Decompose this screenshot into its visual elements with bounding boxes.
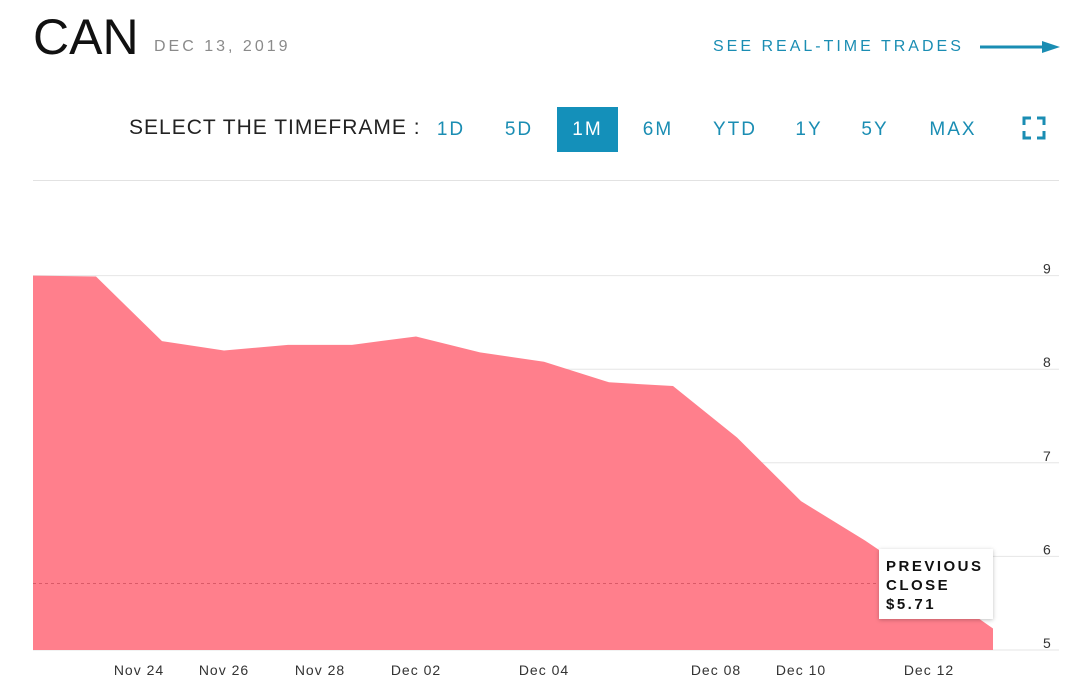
- timeframe-5d-button[interactable]: 5D: [504, 118, 534, 140]
- ticker-symbol: CAN: [33, 9, 139, 65]
- callout-value: $5.71: [886, 596, 937, 613]
- timeframe-1d-button[interactable]: 1D: [436, 118, 466, 140]
- timeframe-1y-button[interactable]: 1Y: [795, 118, 823, 140]
- x-tick-label: Nov 28: [295, 662, 345, 678]
- see-real-time-trades-link[interactable]: SEE REAL-TIME TRADES: [713, 38, 1060, 56]
- x-tick-label: Dec 02: [391, 662, 441, 678]
- timeframe-6m-button[interactable]: 6M: [642, 118, 674, 140]
- timeframe-max-button[interactable]: MAX: [929, 118, 977, 140]
- timeframe-1m-button[interactable]: 1M: [557, 107, 618, 152]
- y-tick-label: 8: [1043, 354, 1051, 370]
- timeframe-ytd-button[interactable]: YTD: [713, 118, 757, 140]
- callout-line-2: CLOSE: [886, 577, 951, 594]
- quote-date: DEC 13, 2019: [154, 38, 291, 55]
- previous-close-callout: PREVIOUS CLOSE $5.71: [879, 549, 993, 619]
- y-tick-label: 6: [1043, 541, 1051, 557]
- price-area: [33, 275, 993, 650]
- y-tick-label: 5: [1043, 635, 1051, 651]
- x-tick-label: Dec 04: [519, 662, 569, 678]
- x-tick-label: Dec 12: [904, 662, 954, 678]
- real-time-trades-label: SEE REAL-TIME TRADES: [713, 38, 964, 55]
- callout-line-1: PREVIOUS: [886, 558, 984, 575]
- x-tick-label: Nov 26: [199, 662, 249, 678]
- y-tick-label: 7: [1043, 448, 1051, 464]
- x-tick-label: Dec 10: [776, 662, 826, 678]
- timeframe-5y-button[interactable]: 5Y: [861, 118, 889, 140]
- header-divider: [33, 180, 1059, 181]
- arrow-right-icon: [979, 41, 1060, 53]
- fullscreen-icon[interactable]: [1022, 116, 1046, 145]
- timeframe-label: SELECT THE TIMEFRAME :: [129, 116, 421, 139]
- x-tick-label: Nov 24: [114, 662, 164, 678]
- y-tick-label: 9: [1043, 261, 1051, 277]
- x-tick-label: Dec 08: [691, 662, 741, 678]
